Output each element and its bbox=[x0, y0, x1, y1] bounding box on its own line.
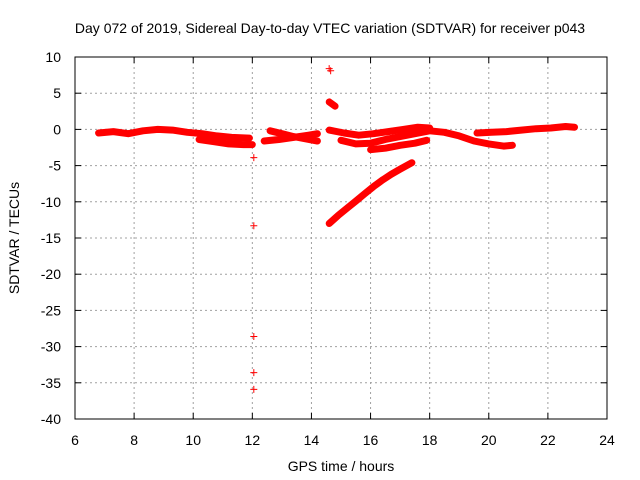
point-12h-4 bbox=[250, 369, 258, 377]
grid-lines bbox=[75, 57, 607, 419]
main-trace-e bbox=[325, 123, 434, 139]
y-tick-label: 10 bbox=[45, 49, 61, 65]
main-trace-g bbox=[367, 136, 431, 154]
point-12h-3 bbox=[250, 332, 258, 340]
data-points bbox=[95, 65, 578, 393]
x-tick-label: 8 bbox=[130, 432, 138, 448]
x-tick-label: 10 bbox=[185, 432, 201, 448]
upper-short-line bbox=[325, 98, 339, 110]
main-trace-f bbox=[337, 127, 516, 150]
y-tick-label: -25 bbox=[41, 302, 61, 318]
axis-ticks: 6 8 10 12 14 16 18 20 22 24 10 5 0 -5 -10 -15 -20 -25 -30 -… bbox=[41, 49, 615, 448]
point-upper-2 bbox=[327, 67, 335, 75]
y-tick-label: -35 bbox=[41, 375, 61, 391]
main-trace-d bbox=[266, 127, 321, 145]
y-tick-label: 0 bbox=[53, 121, 61, 137]
x-axis-label: GPS time / hours bbox=[288, 458, 395, 474]
y-tick-label: -10 bbox=[41, 194, 61, 210]
x-tick-label: 16 bbox=[363, 432, 379, 448]
y-tick-label: 5 bbox=[53, 85, 61, 101]
x-tick-label: 20 bbox=[481, 432, 497, 448]
x-tick-label: 24 bbox=[599, 432, 615, 448]
main-trace-h bbox=[473, 123, 578, 137]
chart-title: Day 072 of 2019, Sidereal Day-to-day VTE… bbox=[75, 20, 585, 36]
rising-arc bbox=[325, 159, 416, 227]
y-tick-label: -40 bbox=[41, 411, 61, 427]
plot-frame bbox=[74, 56, 608, 420]
point-12h-5 bbox=[250, 385, 258, 393]
main-trace-b bbox=[195, 136, 256, 149]
point-12h-2 bbox=[250, 222, 258, 230]
y-tick-label: -30 bbox=[41, 339, 61, 355]
x-tick-label: 14 bbox=[304, 432, 320, 448]
y-tick-label: -15 bbox=[41, 230, 61, 246]
x-tick-label: 22 bbox=[540, 432, 556, 448]
x-tick-label: 6 bbox=[71, 432, 79, 448]
y-tick-label: -5 bbox=[49, 158, 62, 174]
y-axis-label: SDTVAR / TECUs bbox=[6, 182, 22, 294]
main-trace-a bbox=[95, 125, 253, 142]
y-tick-label: -20 bbox=[41, 266, 61, 282]
x-tick-label: 12 bbox=[245, 432, 261, 448]
x-tick-label: 18 bbox=[422, 432, 438, 448]
point-12h-1 bbox=[250, 154, 258, 162]
